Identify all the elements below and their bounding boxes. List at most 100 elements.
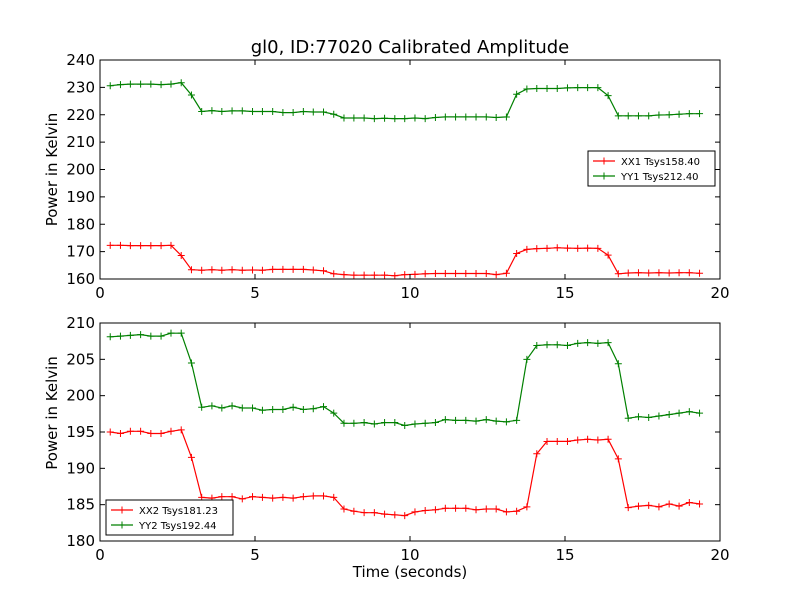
data-point-1-1-48 — [594, 339, 602, 347]
data-point-0-0-19 — [299, 265, 307, 273]
data-point-0-0-48 — [594, 244, 602, 252]
data-point-1-1-12 — [228, 402, 236, 410]
data-point-0-1-43 — [543, 84, 551, 92]
data-point-0-0-10 — [208, 266, 216, 274]
x-tick-label-0-0: 0 — [95, 284, 105, 302]
data-point-1-1-21 — [320, 403, 328, 411]
data-point-0-1-32 — [431, 113, 439, 121]
data-point-0-0-37 — [482, 270, 490, 278]
legend-label-1-0: XX2 Tsys181.23 — [139, 506, 218, 517]
data-point-1-1-38 — [492, 417, 500, 425]
data-point-0-0-46 — [574, 244, 582, 252]
data-point-0-1-11 — [218, 107, 226, 115]
y-tick-label-1-6: 210 — [66, 314, 95, 332]
data-point-1-1-24 — [350, 419, 358, 427]
data-point-0-0-30 — [411, 270, 419, 278]
data-point-0-0-0 — [106, 241, 114, 249]
data-point-1-1-25 — [360, 419, 368, 427]
data-point-1-0-11 — [218, 493, 226, 501]
data-point-1-1-6 — [167, 329, 175, 337]
data-point-1-1-33 — [441, 416, 449, 424]
data-point-0-0-47 — [584, 244, 592, 252]
data-point-0-1-7 — [177, 79, 185, 87]
data-point-0-1-39 — [502, 113, 510, 121]
data-point-0-1-46 — [574, 84, 582, 92]
data-point-1-1-43 — [543, 341, 551, 349]
data-point-0-1-5 — [157, 81, 165, 89]
data-point-0-0-39 — [502, 269, 510, 277]
data-point-1-1-22 — [330, 409, 338, 417]
data-point-1-1-55 — [665, 411, 673, 419]
data-point-0-0-23 — [340, 271, 348, 279]
data-point-1-0-41 — [523, 503, 531, 511]
data-point-0-1-23 — [340, 114, 348, 122]
data-point-0-0-42 — [533, 245, 541, 253]
data-point-0-0-16 — [269, 265, 277, 273]
data-point-1-0-19 — [299, 493, 307, 501]
data-point-1-0-25 — [360, 509, 368, 517]
x-tick-label-1-1: 5 — [250, 546, 260, 564]
top-plot: 0 5 10 15 20 160 170 180 190 200 210 220 230 240 XX1 T… — [66, 51, 729, 302]
chart-title: gl0, ID:77020 Calibrated Amplitude — [251, 37, 570, 58]
data-point-0-1-13 — [238, 107, 246, 115]
data-point-0-1-36 — [472, 113, 480, 121]
data-point-0-1-49 — [604, 92, 612, 100]
y-tick-label-0-5: 210 — [66, 133, 95, 151]
data-point-0-0-22 — [330, 270, 338, 278]
data-point-0-0-15 — [258, 266, 266, 274]
data-point-0-1-19 — [299, 107, 307, 115]
x-tick-label-0-3: 15 — [555, 284, 574, 302]
data-point-1-0-40 — [513, 507, 521, 515]
data-point-0-0-12 — [228, 266, 236, 274]
data-point-1-1-40 — [513, 416, 521, 424]
data-point-1-0-20 — [309, 492, 317, 500]
top-y-axis-label: Power in Kelvin — [43, 113, 61, 227]
data-point-0-0-6 — [167, 241, 175, 249]
data-point-1-1-49 — [604, 339, 612, 347]
data-point-1-0-56 — [675, 502, 683, 510]
data-point-1-0-39 — [502, 508, 510, 516]
data-point-1-0-28 — [391, 511, 399, 519]
y-tick-label-0-0: 160 — [66, 270, 95, 288]
data-point-0-0-49 — [604, 251, 612, 259]
data-point-1-0-3 — [137, 427, 145, 435]
x-tick-label-1-0: 0 — [95, 546, 105, 564]
y-tick-label-1-3: 195 — [66, 423, 95, 441]
y-tick-label-1-1: 185 — [66, 496, 95, 514]
data-point-0-1-53 — [645, 112, 653, 120]
data-point-1-1-31 — [421, 419, 429, 427]
y-tick-label-0-2: 180 — [66, 215, 95, 233]
legend-marker-1-1 — [118, 521, 126, 529]
data-point-0-1-51 — [624, 112, 632, 120]
x-tick-label-0-2: 10 — [400, 284, 419, 302]
data-point-1-0-17 — [279, 493, 287, 501]
data-point-1-1-57 — [685, 408, 693, 416]
data-point-1-0-22 — [330, 493, 338, 501]
data-point-0-0-25 — [360, 271, 368, 279]
data-point-1-1-50 — [614, 360, 622, 368]
data-point-0-0-33 — [441, 270, 449, 278]
data-point-0-1-42 — [533, 84, 541, 92]
data-point-1-1-23 — [340, 419, 348, 427]
data-point-1-0-55 — [665, 500, 673, 508]
data-point-0-1-29 — [401, 115, 409, 123]
data-point-1-1-52 — [634, 413, 642, 421]
data-point-0-0-5 — [157, 242, 165, 250]
data-point-0-0-36 — [472, 270, 480, 278]
data-point-1-0-45 — [563, 437, 571, 445]
legend-marker-0-0 — [600, 157, 608, 165]
data-point-1-0-52 — [634, 502, 642, 510]
data-point-1-0-48 — [594, 436, 602, 444]
data-point-1-0-30 — [411, 508, 419, 516]
data-point-0-0-55 — [665, 269, 673, 277]
data-point-0-1-4 — [147, 80, 155, 88]
data-point-0-0-54 — [655, 269, 663, 277]
series-line-1-1 — [110, 332, 700, 427]
data-point-1-1-53 — [645, 413, 653, 421]
data-point-1-0-47 — [584, 435, 592, 443]
data-point-1-1-13 — [238, 404, 246, 412]
data-point-1-1-3 — [137, 331, 145, 339]
data-point-1-1-8 — [187, 359, 195, 367]
data-point-0-1-37 — [482, 113, 490, 121]
data-point-1-0-14 — [249, 493, 257, 501]
